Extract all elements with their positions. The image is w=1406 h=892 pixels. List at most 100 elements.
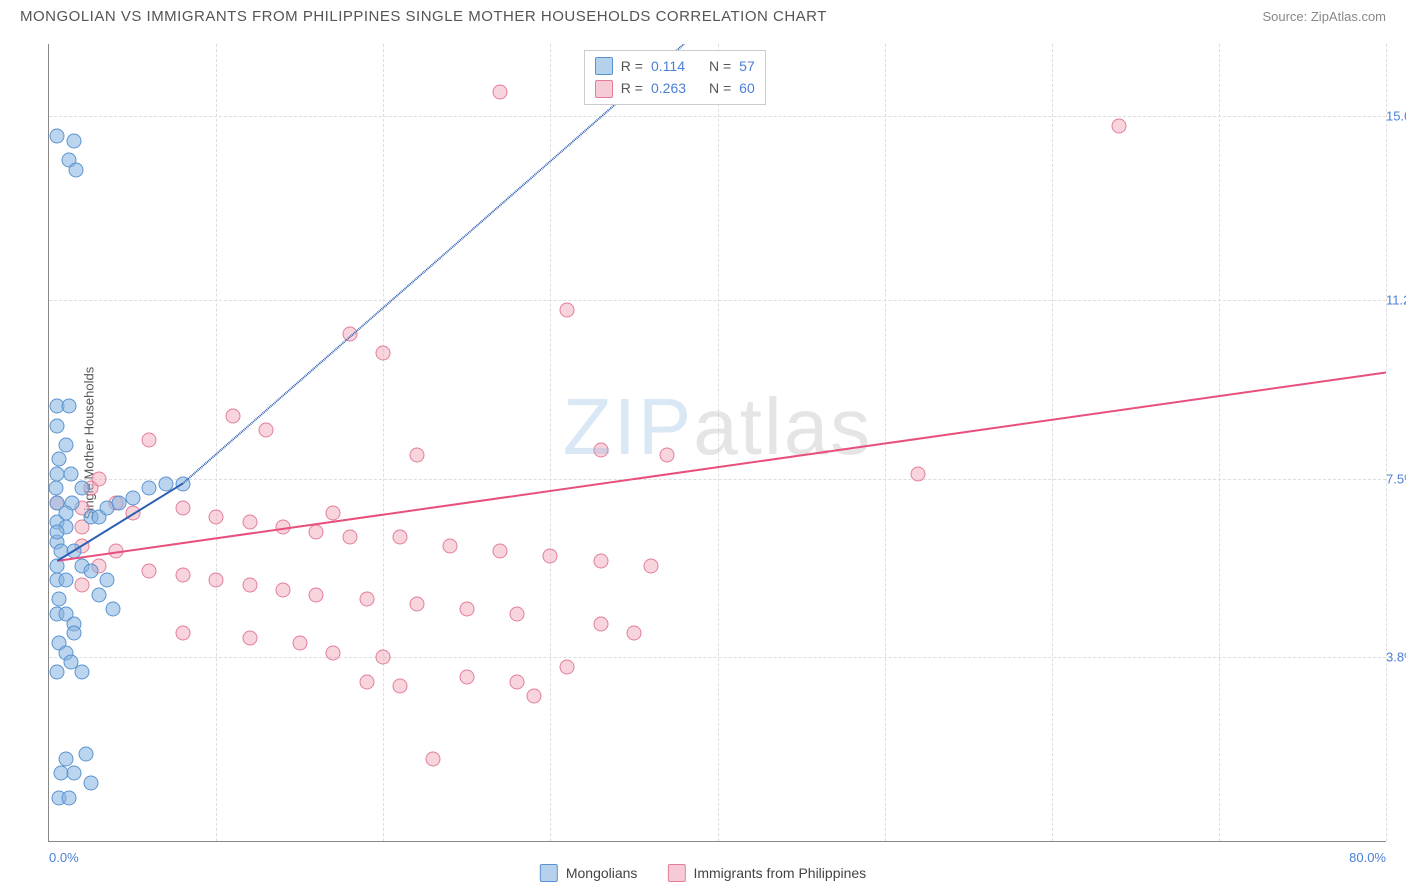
data-point-pink [376,650,391,665]
data-point-blue [105,602,120,617]
x-tick-label: 0.0% [49,850,79,865]
data-point-pink [1111,119,1126,134]
data-point-pink [543,549,558,564]
data-point-pink [92,471,107,486]
y-tick-label: 7.5% [1386,471,1406,486]
n-value-pink: 60 [739,77,755,99]
data-point-pink [359,592,374,607]
data-point-blue [100,573,115,588]
gridline-v [885,44,886,841]
data-point-blue [50,558,65,573]
data-point-pink [175,568,190,583]
data-point-blue [78,747,93,762]
legend-label-philippines: Immigrants from Philippines [693,865,866,881]
legend-stats-row-pink: R = 0.263 N = 60 [595,77,755,99]
legend-item-philippines: Immigrants from Philippines [667,864,866,882]
data-point-blue [125,491,140,506]
data-point-blue [58,573,73,588]
data-point-pink [326,505,341,520]
data-point-pink [593,553,608,568]
legend-label-mongolians: Mongolians [566,865,638,881]
gridline-v [1219,44,1220,841]
data-point-pink [626,626,641,641]
data-point-pink [175,626,190,641]
source-label: Source: ZipAtlas.com [1262,9,1386,24]
data-point-pink [359,674,374,689]
gridline-v [1052,44,1053,841]
data-point-pink [142,563,157,578]
r-label: R = [621,55,643,77]
data-point-blue [52,452,67,467]
data-point-pink [443,539,458,554]
data-point-pink [342,529,357,544]
data-point-pink [292,635,307,650]
data-point-blue [67,133,82,148]
data-point-pink [493,85,508,100]
plot-area: Single Mother Households ZIPatlas R = 0.… [48,44,1386,842]
data-point-blue [63,466,78,481]
data-point-blue [62,399,77,414]
data-point-pink [225,408,240,423]
gridline-v [1386,44,1387,841]
data-point-pink [426,751,441,766]
data-point-pink [209,510,224,525]
legend-series: Mongolians Immigrants from Philippines [540,864,866,882]
r-value-blue: 0.114 [651,55,701,77]
data-point-pink [75,577,90,592]
data-point-blue [83,776,98,791]
legend-swatch-blue [595,57,613,75]
y-tick-label: 11.2% [1386,293,1406,308]
data-point-blue [62,790,77,805]
legend-stats-row-blue: R = 0.114 N = 57 [595,55,755,77]
y-axis-label: Single Mother Households [82,366,97,518]
legend-swatch-blue [540,864,558,882]
data-point-pink [376,346,391,361]
chart-container: Single Mother Households ZIPatlas R = 0.… [48,44,1386,842]
data-point-pink [108,544,123,559]
data-point-pink [242,577,257,592]
data-point-blue [67,766,82,781]
data-point-pink [493,544,508,559]
data-point-pink [593,616,608,631]
data-point-blue [92,587,107,602]
data-point-pink [309,587,324,602]
n-label: N = [709,55,731,77]
data-point-pink [560,660,575,675]
chart-title: MONGOLIAN VS IMMIGRANTS FROM PHILIPPINES… [20,8,827,25]
data-point-pink [593,442,608,457]
data-point-pink [175,500,190,515]
data-point-pink [342,326,357,341]
legend-stats: R = 0.114 N = 57 R = 0.263 N = 60 [584,50,766,105]
data-point-pink [242,515,257,530]
data-point-pink [275,582,290,597]
y-tick-label: 15.0% [1386,109,1406,124]
data-point-pink [911,466,926,481]
data-point-blue [50,664,65,679]
data-point-pink [125,505,140,520]
data-point-pink [309,524,324,539]
data-point-pink [660,447,675,462]
legend-item-mongolians: Mongolians [540,864,638,882]
gridline-v [383,44,384,841]
data-point-pink [392,529,407,544]
data-point-blue [58,505,73,520]
data-point-blue [83,563,98,578]
data-point-pink [259,423,274,438]
data-point-pink [526,689,541,704]
watermark-atlas: atlas [693,382,872,471]
gridline-v [718,44,719,841]
gridline-v [216,44,217,841]
data-point-blue [67,626,82,641]
data-point-blue [75,481,90,496]
r-label: R = [621,77,643,99]
data-point-pink [509,674,524,689]
y-tick-label: 3.8% [1386,650,1406,665]
data-point-pink [326,645,341,660]
data-point-blue [158,476,173,491]
legend-swatch-pink [667,864,685,882]
data-point-blue [50,418,65,433]
data-point-pink [459,602,474,617]
n-label: N = [709,77,731,99]
data-point-pink [275,520,290,535]
data-point-pink [409,447,424,462]
